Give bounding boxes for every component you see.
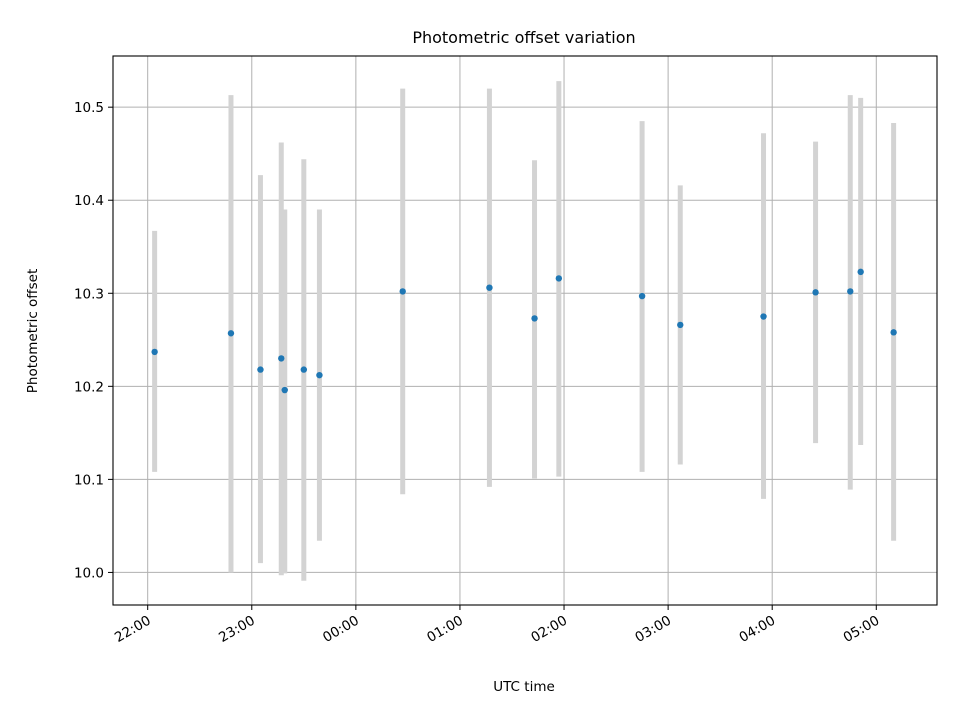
data-point	[760, 313, 767, 320]
data-point	[278, 355, 285, 362]
x-tick-label: 03:00	[632, 613, 674, 646]
data-point	[300, 366, 308, 373]
y-tick-label: 10.4	[74, 193, 104, 209]
y-tick-label: 10.0	[74, 565, 104, 581]
y-axis-label: Photometric offset	[25, 269, 41, 393]
data-point	[638, 292, 646, 300]
y-tick-label: 10.3	[74, 286, 104, 302]
data-point	[890, 329, 897, 336]
data-point	[812, 289, 819, 296]
x-tick-label: 01:00	[424, 613, 466, 646]
data-point	[531, 315, 538, 322]
y-tick-label: 10.1	[74, 472, 104, 488]
error-bars	[152, 81, 897, 581]
data-point	[847, 288, 854, 295]
plot-frame	[112, 55, 938, 606]
x-tick-label: 00:00	[320, 613, 362, 646]
y-axis-ticks: 10.0 10.1 10.2 10.3 10.4 10.5	[74, 100, 113, 581]
chart-title: Photometric offset variation	[412, 28, 635, 47]
data-point	[257, 366, 264, 373]
data-points	[151, 268, 897, 394]
x-tick-label: 23:00	[216, 613, 258, 646]
x-tick-label: 04:00	[737, 613, 779, 646]
data-point	[227, 330, 235, 337]
data-point	[857, 268, 864, 276]
data-point	[151, 348, 158, 356]
x-tick-label: 05:00	[841, 613, 883, 646]
x-axis-label: UTC time	[493, 679, 555, 695]
y-tick-label: 10.5	[74, 100, 104, 116]
data-point	[555, 275, 563, 282]
data-point	[486, 284, 493, 291]
x-axis-ticks: 22:00 23:00 00:00 01:00 02:00 03:00 04:00 05:00	[112, 605, 882, 646]
data-point	[399, 288, 406, 295]
data-point	[677, 321, 684, 329]
grid	[113, 56, 937, 605]
x-tick-label: 02:00	[528, 613, 570, 646]
data-point	[316, 371, 323, 379]
y-tick-label: 10.2	[74, 379, 104, 395]
data-point	[281, 386, 288, 394]
x-tick-label: 22:00	[112, 613, 154, 646]
